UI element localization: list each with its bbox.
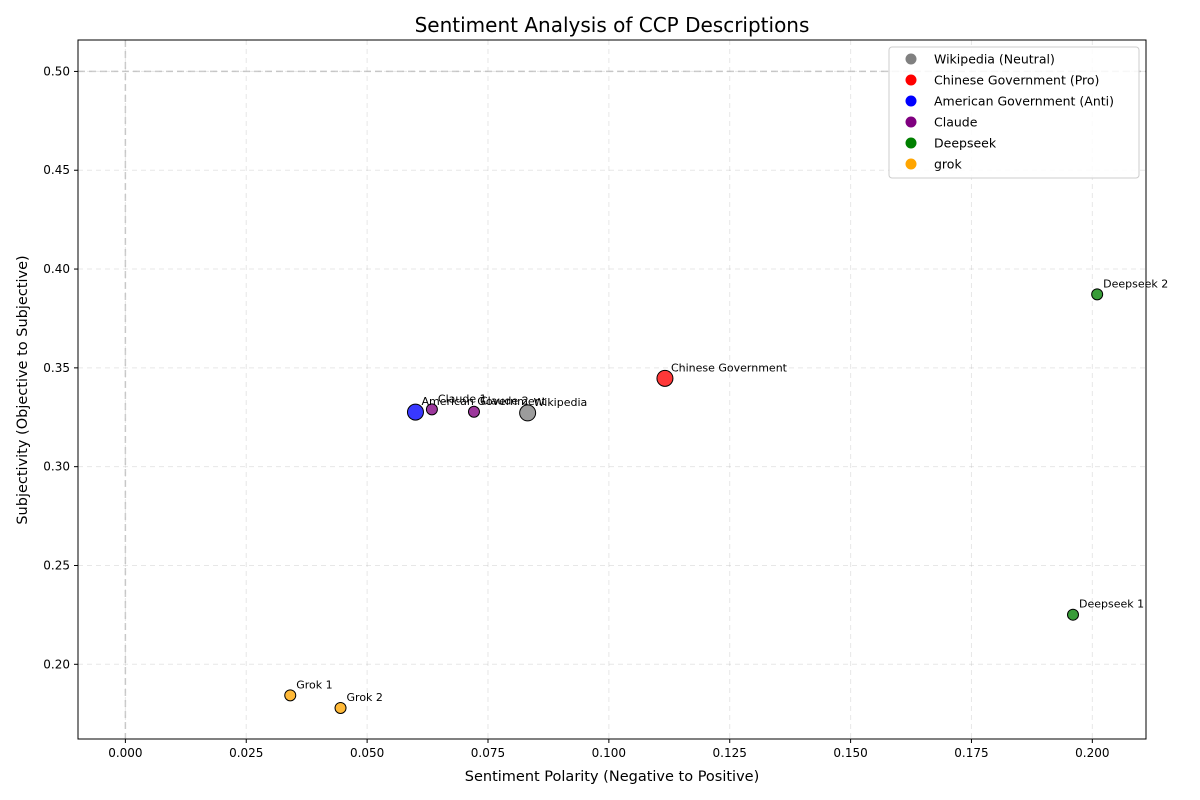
legend-marker xyxy=(905,158,917,170)
data-point xyxy=(1091,288,1104,301)
legend-entry-label: Wikipedia (Neutral) xyxy=(934,52,1055,67)
legend-marker xyxy=(905,137,917,149)
x-tick-label: 0.100 xyxy=(592,746,626,760)
legend-entry-label: Chinese Government (Pro) xyxy=(934,73,1099,88)
data-point-label: American Government xyxy=(421,395,546,408)
data-point-label: Claude 2 xyxy=(480,395,529,408)
y-tick-label: 0.45 xyxy=(43,163,70,177)
data-point xyxy=(284,689,297,702)
y-axis-ticks: 0.20 0.25 0.30 0.35 0.40 0.45 0.50 xyxy=(43,64,78,671)
legend-entry-label: grok xyxy=(934,157,962,172)
data-point-label: Claude 1 xyxy=(438,392,487,405)
legend-marker xyxy=(905,95,917,107)
x-tick-label: 0.000 xyxy=(108,746,142,760)
legend-marker xyxy=(905,74,917,86)
x-tick-label: 0.025 xyxy=(229,746,263,760)
legend-box xyxy=(888,46,1140,179)
y-tick-label: 0.35 xyxy=(43,361,70,375)
data-point xyxy=(425,403,438,416)
legend-entry-label: Deepseek xyxy=(934,136,997,151)
points-layer xyxy=(284,288,1104,714)
data-point-label: Deepseek 2 xyxy=(1103,277,1168,290)
data-point xyxy=(406,403,424,421)
x-tick-label: 0.050 xyxy=(350,746,384,760)
x-axis-ticks: 0.000 0.025 0.050 0.075 0.100 0.125 0.150 0.175… xyxy=(108,739,1110,760)
x-axis-title: Sentiment Polarity (Negative to Positive… xyxy=(465,769,760,785)
legend: Wikipedia (Neutral) Chinese Government (P… xyxy=(888,46,1140,179)
x-tick-label: 0.175 xyxy=(954,746,988,760)
data-point xyxy=(334,701,347,714)
y-tick-label: 0.40 xyxy=(43,262,70,276)
data-point-label: Chinese Government xyxy=(671,361,788,374)
y-tick-label: 0.50 xyxy=(43,64,70,78)
x-tick-label: 0.150 xyxy=(833,746,867,760)
data-point xyxy=(519,404,537,422)
data-point-label: Grok 1 xyxy=(296,678,332,691)
legend-entry-label: American Government (Anti) xyxy=(934,94,1114,109)
data-point-label: Grok 2 xyxy=(347,691,383,704)
data-point-label: Deepseek 1 xyxy=(1079,598,1144,611)
y-tick-label: 0.20 xyxy=(43,657,70,671)
x-tick-label: 0.200 xyxy=(1075,746,1109,760)
plot-frame xyxy=(77,39,1147,740)
x-tick-label: 0.125 xyxy=(713,746,747,760)
y-tick-label: 0.25 xyxy=(43,558,70,572)
data-point xyxy=(467,405,480,418)
data-point xyxy=(1066,608,1079,621)
chart-title: Sentiment Analysis of CCP Descriptions xyxy=(415,13,810,37)
legend-entry-label: Claude xyxy=(934,115,978,130)
y-axis-title: Subjectivity (Objective to Subjective) xyxy=(15,255,31,524)
legend-marker xyxy=(905,53,917,65)
y-tick-label: 0.30 xyxy=(43,460,70,474)
x-tick-label: 0.075 xyxy=(471,746,505,760)
legend-marker xyxy=(905,116,917,128)
point-labels-layer: Wikipedia Chinese Government American Gove… xyxy=(296,277,1168,704)
data-point xyxy=(656,369,674,387)
data-point-label: Wikipedia xyxy=(534,396,588,409)
reference-lines xyxy=(78,40,1146,739)
